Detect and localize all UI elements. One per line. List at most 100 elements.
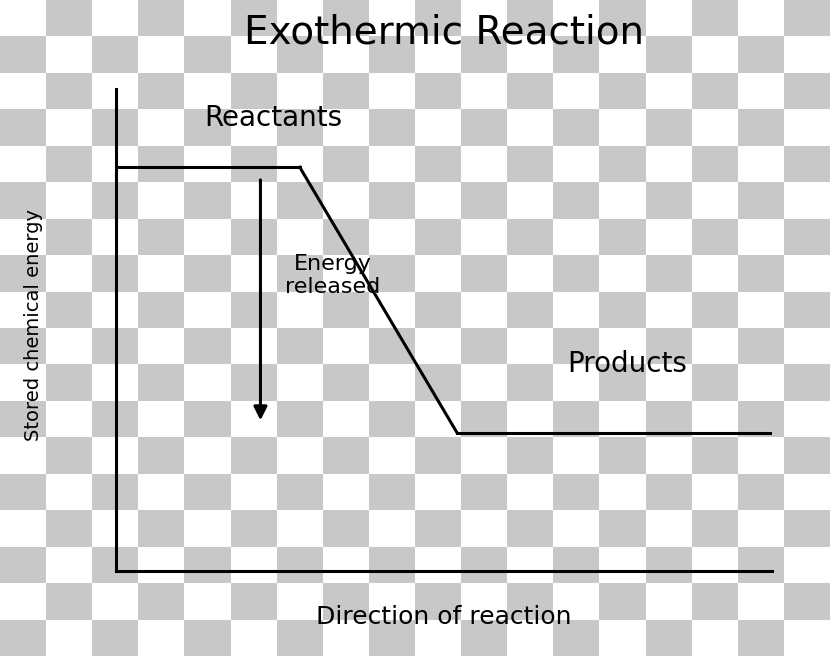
Bar (691, 619, 738, 656)
Bar (415, 401, 461, 438)
Bar (369, 182, 415, 218)
Bar (691, 583, 738, 619)
Bar (369, 438, 415, 474)
Bar (139, 218, 184, 255)
Bar (784, 438, 830, 474)
Bar (554, 583, 599, 619)
Bar (276, 546, 323, 583)
Bar (92, 73, 139, 110)
Bar (369, 73, 415, 110)
Bar (369, 365, 415, 401)
Bar (46, 546, 92, 583)
Bar (415, 0, 461, 37)
Bar (231, 0, 276, 37)
Bar (92, 0, 139, 37)
Bar (784, 401, 830, 438)
Bar (784, 37, 830, 73)
Bar (323, 365, 369, 401)
Bar (738, 110, 784, 146)
Bar (231, 619, 276, 656)
Bar (323, 328, 369, 365)
Bar (554, 510, 599, 546)
Bar (599, 619, 646, 656)
Bar (323, 255, 369, 291)
Bar (369, 37, 415, 73)
Bar (554, 328, 599, 365)
Bar (691, 110, 738, 146)
Bar (369, 546, 415, 583)
Bar (461, 510, 507, 546)
Bar (507, 255, 554, 291)
Bar (554, 546, 599, 583)
Bar (276, 182, 323, 218)
Bar (415, 438, 461, 474)
Bar (599, 583, 646, 619)
Bar (139, 291, 184, 328)
Bar (415, 365, 461, 401)
Bar (46, 510, 92, 546)
Bar (554, 474, 599, 510)
Bar (0, 0, 46, 37)
Bar (554, 146, 599, 182)
Bar (92, 182, 139, 218)
Bar (691, 218, 738, 255)
Bar (231, 73, 276, 110)
Bar (231, 182, 276, 218)
Bar (784, 328, 830, 365)
Bar (691, 510, 738, 546)
Bar (507, 583, 554, 619)
Bar (46, 291, 92, 328)
Bar (554, 365, 599, 401)
Bar (691, 291, 738, 328)
Bar (646, 365, 691, 401)
Bar (139, 110, 184, 146)
Bar (184, 438, 231, 474)
Bar (139, 438, 184, 474)
Bar (46, 218, 92, 255)
Bar (646, 546, 691, 583)
Text: Exothermic Reaction: Exothermic Reaction (244, 14, 644, 52)
Bar (461, 401, 507, 438)
Bar (46, 146, 92, 182)
Bar (691, 401, 738, 438)
Bar (784, 0, 830, 37)
Bar (323, 110, 369, 146)
Bar (784, 510, 830, 546)
Bar (599, 73, 646, 110)
Text: Stored chemical energy: Stored chemical energy (24, 209, 42, 441)
Bar (507, 365, 554, 401)
Bar (139, 365, 184, 401)
Bar (276, 438, 323, 474)
Bar (784, 583, 830, 619)
Bar (784, 110, 830, 146)
Bar (507, 0, 554, 37)
Text: Energy
released: Energy released (285, 254, 380, 297)
Bar (738, 474, 784, 510)
Bar (184, 255, 231, 291)
Bar (369, 255, 415, 291)
Bar (276, 401, 323, 438)
Bar (507, 619, 554, 656)
Bar (461, 328, 507, 365)
Bar (0, 619, 46, 656)
Bar (599, 110, 646, 146)
Bar (0, 146, 46, 182)
Bar (599, 365, 646, 401)
Bar (415, 182, 461, 218)
Bar (554, 0, 599, 37)
Bar (415, 218, 461, 255)
Bar (323, 182, 369, 218)
Bar (231, 438, 276, 474)
Bar (691, 146, 738, 182)
Bar (0, 365, 46, 401)
Bar (0, 73, 46, 110)
Bar (507, 510, 554, 546)
Bar (738, 146, 784, 182)
Bar (0, 438, 46, 474)
Bar (0, 474, 46, 510)
Bar (139, 510, 184, 546)
Bar (507, 110, 554, 146)
Bar (691, 37, 738, 73)
Bar (461, 110, 507, 146)
Bar (784, 474, 830, 510)
